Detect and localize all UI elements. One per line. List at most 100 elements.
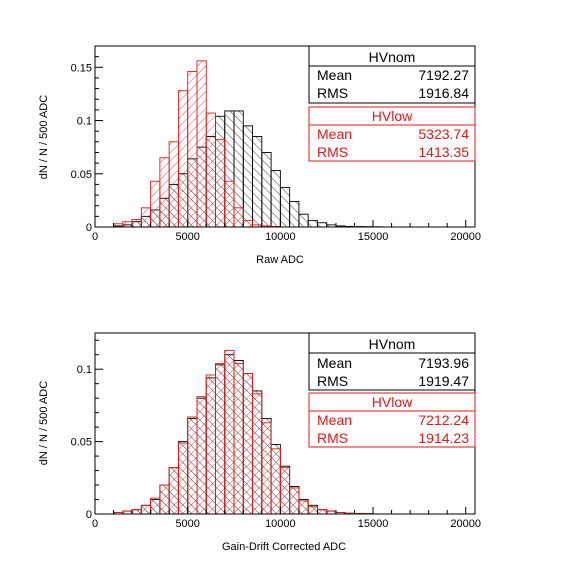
histogram-bar <box>140 504 152 515</box>
rms-value: 1914.23 <box>418 430 469 446</box>
y-tick-label: 0 <box>86 222 92 234</box>
y-axis-label: dN / N / 500 ADC <box>38 381 50 465</box>
histogram-bar <box>289 200 300 228</box>
x-axis-label: Raw ADC <box>256 254 304 266</box>
x-tick-label: 20000 <box>450 231 481 243</box>
histogram-bar <box>215 362 226 515</box>
histogram-bar <box>298 500 309 515</box>
axes: 0 5000 10000 15000 20000 0 0.05 0.1 0.15 <box>71 45 481 243</box>
rms-label: RMS <box>317 85 348 101</box>
stats-title: HVlow <box>372 394 413 410</box>
histogram-bar <box>233 207 244 228</box>
x-tick-label: 5000 <box>175 518 199 530</box>
mean-label: Mean <box>317 355 352 371</box>
histogram-bar <box>168 141 179 228</box>
x-axis-label: Gain-Drift Corrected ADC <box>222 541 346 553</box>
mean-value: 7192.27 <box>418 67 469 83</box>
y-tick-label: 0.1 <box>77 116 92 128</box>
mean-label: Mean <box>317 67 352 83</box>
histogram-bar <box>279 187 291 228</box>
histogram-bar <box>215 139 226 228</box>
histogram-bar <box>224 180 235 228</box>
mean-value: 7212.24 <box>418 412 469 428</box>
histogram-bar <box>289 487 300 515</box>
y-tick-label: 0.1 <box>77 364 92 376</box>
x-tick-label: 15000 <box>358 231 389 243</box>
mean-label: Mean <box>317 412 352 428</box>
x-tick-label: 15000 <box>358 518 389 530</box>
histogram-bar <box>316 509 328 515</box>
histogram-bar <box>252 393 263 515</box>
histogram-bar <box>187 71 198 228</box>
stats-title: HVlow <box>372 108 413 124</box>
histogram-bar <box>159 484 170 515</box>
histogram-bar <box>187 416 198 515</box>
raw-adc-histogram-panel: 0 5000 10000 15000 20000 0 0.05 0.1 0.15 Raw ADC… <box>38 45 481 266</box>
histogram-bar <box>270 448 281 515</box>
x-tick-label: 0 <box>92 518 98 530</box>
rms-label: RMS <box>317 373 348 389</box>
stats-title: HVnom <box>369 336 416 352</box>
y-tick-label: 0.15 <box>71 62 92 74</box>
histogram-bar <box>131 219 142 228</box>
series-hvlow <box>113 349 374 515</box>
histogram-bar <box>177 442 189 515</box>
histogram-bar <box>298 213 309 228</box>
rms-value: 1919.47 <box>418 373 469 389</box>
y-tick-label: 0.05 <box>71 437 92 449</box>
histogram-bar <box>242 220 254 228</box>
x-tick-label: 5000 <box>175 231 199 243</box>
histogram-bar <box>261 422 272 515</box>
y-tick-label: 0.05 <box>71 169 92 181</box>
histogram-bar <box>279 467 291 515</box>
histogram-bar <box>205 374 216 515</box>
axes: 0 5000 10000 15000 20000 0 0.05 0.1 <box>71 339 481 530</box>
stats-box-hvnom: HVnom Mean 7192.27 RMS 1916.84 <box>308 45 476 104</box>
x-tick-label: 0 <box>92 231 98 243</box>
stats-box-frame <box>308 332 476 391</box>
stats-box-frame <box>308 392 476 448</box>
mean-value: 5323.74 <box>418 126 469 142</box>
histogram-bar <box>233 362 244 515</box>
histogram-bar <box>261 152 272 228</box>
stats-box-hvlow: HVlow Mean 5323.74 RMS 1413.35 <box>308 106 476 162</box>
stats-box-hvlow: HVlow Mean 7212.24 RMS 1914.23 <box>308 392 476 448</box>
histogram-bar <box>307 506 318 515</box>
histogram-bar <box>316 222 328 228</box>
histogram-bar <box>131 509 142 515</box>
histogram-bar <box>140 207 152 228</box>
y-tick-label: 0 <box>86 509 92 521</box>
stats-box-frame <box>308 106 476 162</box>
histogram-bar <box>150 497 161 515</box>
x-tick-label: 10000 <box>265 231 296 243</box>
histogram-bar <box>196 60 207 228</box>
stats-box-frame <box>308 45 476 104</box>
histogram-bar <box>150 180 161 228</box>
corrected-adc-histogram-panel: 0 5000 10000 15000 20000 0 0.05 0.1 Gain-Drift … <box>38 332 481 553</box>
histogram-bar <box>159 157 170 228</box>
rms-value: 1916.84 <box>418 85 469 101</box>
histogram-bar <box>270 170 281 228</box>
mean-label: Mean <box>317 126 352 142</box>
histogram-bar <box>224 349 235 515</box>
histogram-bar <box>242 373 254 515</box>
x-tick-label: 10000 <box>265 518 296 530</box>
histogram-bar <box>307 220 318 228</box>
stats-title: HVnom <box>369 49 416 65</box>
rms-value: 1413.35 <box>418 144 469 160</box>
histogram-bar <box>177 90 189 228</box>
histogram-bar <box>252 136 263 228</box>
histogram-bar <box>168 467 179 515</box>
histogram-bar <box>122 221 133 228</box>
histogram-bars <box>113 349 374 515</box>
rms-label: RMS <box>317 144 348 160</box>
mean-value: 7193.96 <box>418 355 469 371</box>
histogram-bar <box>196 396 207 515</box>
histogram-bar <box>205 112 216 228</box>
histogram-bar <box>242 125 254 228</box>
stats-box-hvnom: HVnom Mean 7193.96 RMS 1919.47 <box>308 332 476 391</box>
x-tick-label: 20000 <box>450 518 481 530</box>
rms-label: RMS <box>317 430 348 446</box>
y-axis-label: dN / N / 500 ADC <box>38 95 50 179</box>
